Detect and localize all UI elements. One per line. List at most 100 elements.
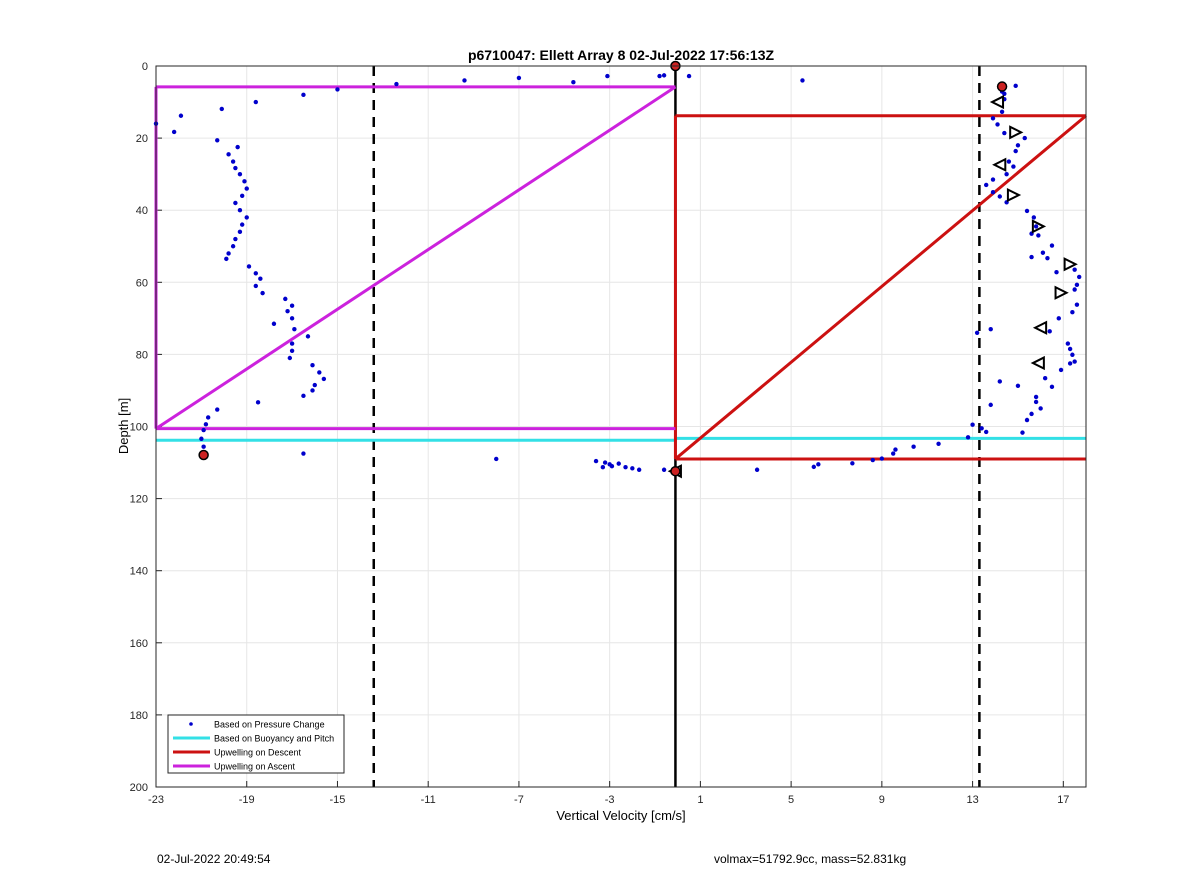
pressure-change-point xyxy=(1006,159,1012,164)
pressure-change-point xyxy=(630,466,635,471)
pressure-change-point xyxy=(226,251,231,256)
y-tick-label: 20 xyxy=(136,133,148,145)
highlight-marker xyxy=(670,465,681,477)
pressure-change-point xyxy=(246,264,252,269)
pressure-change-point xyxy=(271,321,277,326)
legend-swatch-dot xyxy=(189,722,193,726)
pressure-change-point xyxy=(1024,417,1030,423)
pressure-change-point xyxy=(800,78,805,83)
pressure-change-point xyxy=(811,464,817,470)
pressure-change-point xyxy=(253,283,259,289)
pressure-change-point xyxy=(979,426,984,431)
pressure-change-point xyxy=(911,444,916,449)
pressure-change-point xyxy=(990,189,996,195)
legend-entry-label: Upwelling on Descent xyxy=(214,748,302,758)
pressure-change-point xyxy=(1070,310,1075,315)
pressure-change-point xyxy=(988,402,993,408)
pressure-change-point xyxy=(1067,346,1073,352)
pressure-change-point xyxy=(1013,148,1018,154)
pressure-change-point xyxy=(1072,359,1077,364)
pressure-change-point xyxy=(1067,361,1073,366)
pressure-change-point xyxy=(462,78,467,83)
pressure-change-point xyxy=(242,179,247,184)
x-tick-label: -15 xyxy=(330,794,346,806)
pressure-change-point xyxy=(1072,267,1077,272)
pressure-change-point xyxy=(310,363,315,368)
pressure-change-point xyxy=(1042,375,1048,381)
pressure-change-point xyxy=(1056,316,1061,321)
pressure-change-point xyxy=(686,73,692,79)
pressure-change-point xyxy=(1015,143,1021,148)
pressure-change-point xyxy=(1031,215,1037,220)
pressure-change-point xyxy=(258,276,263,281)
chart-title: p6710047: Ellett Array 8 02-Jul-2022 17:… xyxy=(468,47,775,63)
pressure-change-point xyxy=(335,87,340,92)
pressure-change-point xyxy=(289,303,295,308)
y-tick-label: 100 xyxy=(130,422,148,434)
pressure-change-point xyxy=(255,400,261,405)
y-tick-labels: 0 20 40 60 80 100 120 140 160 180 200 xyxy=(130,61,148,794)
triangle-marker xyxy=(1031,219,1047,234)
y-tick-label: 80 xyxy=(136,349,148,361)
pressure-change-point xyxy=(1058,367,1064,373)
pressure-change-point xyxy=(890,451,896,456)
pressure-change-point xyxy=(178,113,184,118)
pressure-change-point xyxy=(516,75,522,81)
y-tick-label: 160 xyxy=(130,638,148,650)
pressure-change-point xyxy=(983,429,989,435)
grid xyxy=(155,65,1086,788)
x-tick-label: -11 xyxy=(421,794,436,806)
pressure-change-point xyxy=(1074,302,1080,307)
pressure-change-point xyxy=(1033,399,1039,405)
pressure-change-point xyxy=(1020,430,1025,435)
x-tick-label: -3 xyxy=(605,794,615,806)
pressure-change-point xyxy=(1015,383,1021,388)
pressure-change-point xyxy=(237,208,243,213)
x-axis-label: Vertical Velocity [cm/s] xyxy=(556,808,685,823)
pressure-change-point xyxy=(226,152,231,157)
pressure-change-point xyxy=(1013,83,1018,89)
footer-timestamp: 02-Jul-2022 20:49:54 xyxy=(157,852,271,866)
pressure-change-point xyxy=(260,290,265,296)
pressure-change-point xyxy=(235,144,240,150)
pressure-change-point xyxy=(233,236,238,242)
triangle-marker xyxy=(1006,187,1022,203)
scatter-points xyxy=(153,73,1082,472)
legend-entry-label: Upwelling on Ascent xyxy=(214,762,296,772)
pressure-change-point xyxy=(301,393,306,399)
x-tick-labels: -23 -19 -15 -11 -7 -3 1 5 9 13 17 xyxy=(148,794,1069,806)
pressure-change-point xyxy=(253,271,259,276)
pressure-change-point xyxy=(283,296,288,302)
pressure-change-point xyxy=(301,451,306,456)
pressure-change-point xyxy=(1011,164,1016,169)
pressure-change-point xyxy=(1054,270,1059,275)
pressure-change-point xyxy=(970,422,975,427)
pressure-change-point xyxy=(816,462,821,467)
pressure-change-point xyxy=(974,330,980,335)
pressure-change-point xyxy=(1076,274,1082,280)
pressure-change-point xyxy=(230,244,236,249)
pressure-change-point xyxy=(1029,254,1034,260)
pressure-change-point xyxy=(990,177,996,182)
pressure-change-point xyxy=(1070,352,1075,357)
pressure-change-point xyxy=(312,382,317,388)
pressure-change-point xyxy=(203,422,209,427)
pressure-change-point xyxy=(616,461,621,466)
pressure-change-point xyxy=(1072,287,1077,292)
x-tick-label: -7 xyxy=(514,794,524,806)
pressure-change-point xyxy=(224,256,229,262)
x-tick-label: 1 xyxy=(697,794,703,806)
pressure-change-point xyxy=(394,81,399,87)
pressure-change-point xyxy=(995,122,1000,127)
highlight-marker xyxy=(996,81,1008,92)
legend-entry-label: Based on Buoyancy and Pitch xyxy=(214,734,334,744)
pressure-change-point xyxy=(244,215,249,220)
pressure-change-point xyxy=(230,159,236,164)
pressure-change-point xyxy=(317,370,322,375)
pressure-change-point xyxy=(171,129,177,135)
pressure-change-point xyxy=(305,334,311,339)
triangle-marker xyxy=(989,94,1005,110)
pressure-change-point xyxy=(237,171,243,177)
pressure-change-point xyxy=(893,447,898,452)
footer-info: volmax=51792.9cc, mass=52.831kg xyxy=(714,852,907,866)
